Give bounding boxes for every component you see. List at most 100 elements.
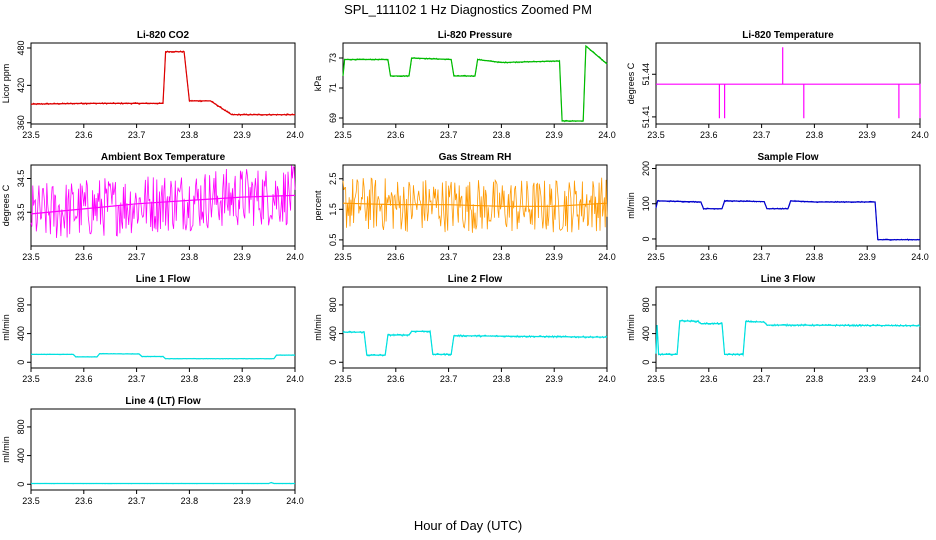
panel-6: Line 1 Flow 23.5 23.6 23.7 23.8 23.9 24.0 0 400 8…: [1, 274, 304, 384]
y-tick-label: 480: [16, 40, 26, 55]
y-tick-label: 400: [328, 326, 338, 341]
x-tick-label: 24.0: [911, 374, 929, 384]
y-axis-label: percent: [313, 190, 323, 221]
x-tick-label: 24.0: [286, 130, 304, 140]
series-line: [655, 199, 921, 242]
y-axis-label: degrees C: [626, 62, 636, 104]
x-tick-label: 23.5: [22, 252, 40, 262]
y-tick-label: 800: [641, 297, 651, 312]
panel-4: Gas Stream RH 23.5 23.6 23.7 23.8 23.9 24.0 0.5…: [313, 152, 616, 262]
y-axis-label: kPa: [313, 76, 323, 92]
x-tick-label: 23.8: [806, 130, 824, 140]
y-tick-label: 360: [16, 115, 26, 130]
series-line: [30, 482, 296, 485]
y-axis-label: ml/min: [626, 192, 636, 219]
series-line: [342, 177, 608, 233]
panel-2: Li-820 Temperature 23.5 23.6 23.7 23.8 23.9 24…: [626, 30, 929, 140]
y-tick-label: 51.41: [641, 106, 651, 129]
x-tick-label: 23.7: [440, 252, 458, 262]
panel-0: Li-820 CO2 23.5 23.6 23.7 23.8 23.9 24.0 360 420…: [1, 30, 304, 140]
x-tick-label: 23.8: [181, 252, 199, 262]
x-tick-label: 23.8: [181, 130, 199, 140]
series-line: [342, 46, 608, 123]
plot-frame: [655, 164, 921, 247]
x-tick-label: 23.7: [753, 130, 771, 140]
panel-title: Line 4 (LT) Flow: [125, 396, 201, 407]
y-axis-label: ml/min: [1, 314, 11, 341]
panel-title: Line 3 Flow: [761, 274, 816, 285]
plot-frame: [30, 164, 296, 247]
x-tick-label: 23.9: [233, 374, 251, 384]
x-tick-label: 23.8: [181, 496, 199, 506]
y-tick-label: 0: [328, 360, 338, 365]
y-tick-label: 2.5: [328, 172, 338, 185]
plot-frame: [30, 408, 296, 491]
x-tick-label: 23.7: [128, 496, 146, 506]
y-tick-label: 33.5: [16, 203, 26, 221]
x-tick-label: 23.5: [22, 374, 40, 384]
plot-frame: [655, 42, 921, 125]
panel-title: Gas Stream RH: [439, 152, 512, 163]
y-axis-label: degrees C: [1, 184, 11, 226]
x-tick-label: 23.8: [493, 374, 511, 384]
panel-title: Li-820 Temperature: [742, 30, 834, 41]
series-line-steps: [655, 200, 920, 241]
y-tick-label: 200: [641, 161, 651, 176]
series-line: [655, 319, 921, 357]
y-tick-label: 0: [641, 360, 651, 365]
x-tick-label: 23.7: [128, 374, 146, 384]
series-line-steps: [342, 202, 608, 207]
y-tick-label: 51.44: [641, 63, 651, 86]
x-tick-label: 23.6: [387, 252, 405, 262]
panel-title: Li-820 Pressure: [438, 30, 513, 41]
panel-1: Li-820 Pressure 23.5 23.6 23.7 23.8 23.9 24.0 6…: [313, 30, 616, 140]
y-axis-label: Licor ppm: [1, 64, 11, 104]
x-tick-label: 23.7: [753, 374, 771, 384]
series-line: [30, 352, 295, 360]
x-tick-label: 24.0: [598, 252, 616, 262]
x-tick-label: 23.8: [181, 374, 199, 384]
panel-title: Li-820 CO2: [137, 30, 190, 41]
y-tick-label: 1.5: [328, 203, 338, 216]
x-tick-label: 23.5: [22, 130, 40, 140]
x-tick-label: 23.8: [806, 252, 824, 262]
plot-frame: [342, 42, 608, 125]
y-tick-label: 100: [641, 196, 651, 211]
x-tick-label: 23.9: [233, 252, 251, 262]
y-tick-label: 0.5: [328, 234, 338, 247]
x-tick-label: 23.5: [334, 252, 352, 262]
series-line: [342, 329, 608, 357]
panel-title: Ambient Box Temperature: [101, 152, 226, 163]
x-tick-label: 24.0: [286, 374, 304, 384]
x-tick-label: 23.6: [75, 496, 93, 506]
y-axis-label: ml/min: [1, 436, 11, 463]
x-tick-label: 23.8: [493, 252, 511, 262]
x-tick-label: 23.9: [545, 252, 563, 262]
x-tick-label: 23.6: [700, 374, 718, 384]
x-tick-label: 23.9: [858, 374, 876, 384]
x-tick-label: 23.7: [128, 130, 146, 140]
y-tick-label: 800: [328, 297, 338, 312]
y-tick-label: 0: [641, 236, 651, 241]
y-axis-label: ml/min: [626, 314, 636, 341]
y-tick-label: 400: [641, 326, 651, 341]
y-tick-label: 420: [16, 78, 26, 93]
y-axis-label: ml/min: [313, 314, 323, 341]
x-tick-label: 23.6: [700, 130, 718, 140]
series-line: [30, 50, 296, 117]
series-line-steps: [30, 51, 295, 116]
x-tick-label: 23.7: [753, 252, 771, 262]
x-tick-label: 24.0: [911, 130, 929, 140]
x-tick-label: 23.8: [493, 130, 511, 140]
x-tick-label: 24.0: [286, 496, 304, 506]
x-tick-label: 23.5: [647, 374, 665, 384]
x-tick-label: 23.9: [233, 496, 251, 506]
y-tick-label: 71: [328, 83, 338, 93]
plot-frame: [342, 286, 608, 369]
x-tick-label: 23.9: [545, 374, 563, 384]
x-tick-label: 23.5: [22, 496, 40, 506]
x-tick-label: 24.0: [286, 252, 304, 262]
x-tick-label: 23.9: [858, 252, 876, 262]
x-tick-label: 24.0: [911, 252, 929, 262]
